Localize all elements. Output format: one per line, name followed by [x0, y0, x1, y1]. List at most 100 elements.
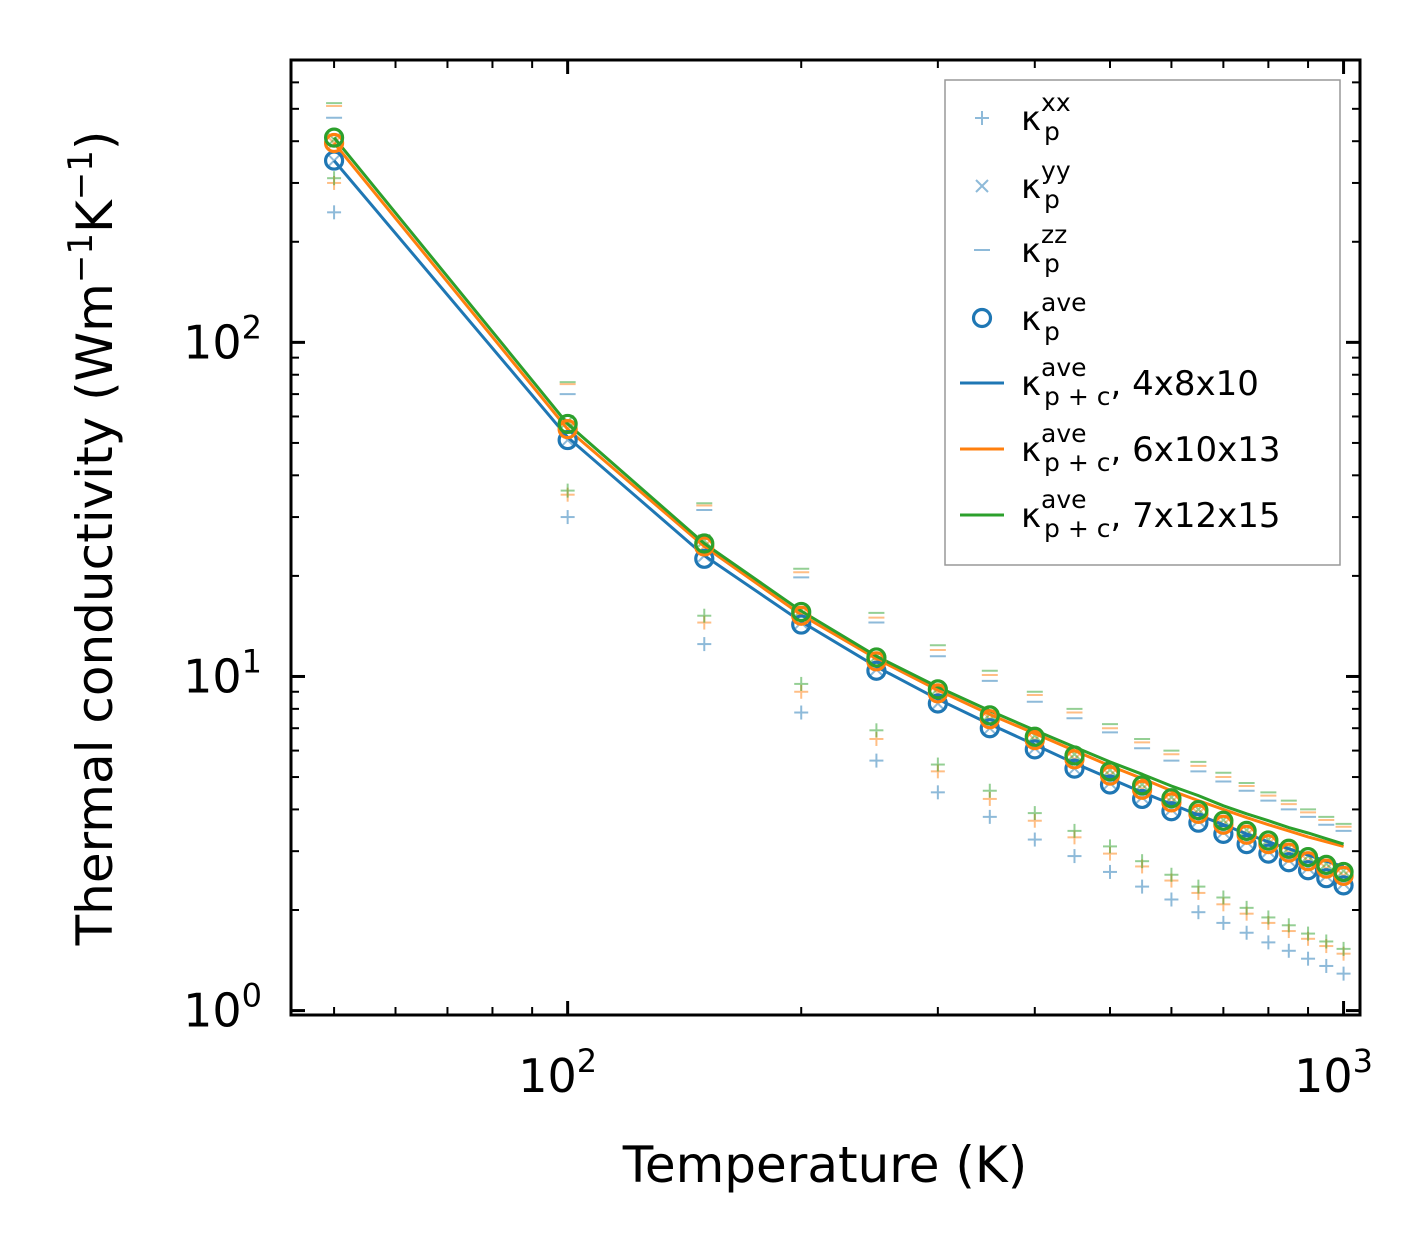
kpc-line-6x10x13	[332, 142, 1344, 848]
kxx-point	[869, 753, 884, 768]
kxx-point	[1239, 925, 1254, 940]
kave-point-ring	[323, 127, 345, 148]
kave-point-ring	[791, 601, 812, 623]
kave-point	[791, 614, 812, 635]
kave-point	[1024, 726, 1045, 747]
kxx-point	[1102, 839, 1117, 854]
x-tick-label-base: 10	[1294, 1049, 1353, 1103]
y-axis-label: Thermal conductivity (Wm−1K−1)	[61, 131, 124, 947]
kave-point-ring	[1188, 800, 1209, 821]
kave-point	[927, 679, 948, 700]
kxx-point	[560, 510, 575, 525]
kave-point-ring	[791, 614, 812, 635]
kxx-point	[1067, 823, 1082, 838]
kave-point	[1213, 810, 1234, 831]
kave-point	[1316, 854, 1337, 875]
kpc-line-7x12x15	[332, 136, 1345, 846]
legend-label: κyy p	[1021, 156, 1071, 214]
kave-point-ring	[1064, 758, 1085, 779]
kave-point	[1064, 758, 1085, 779]
x-tick-label-exp: 2	[577, 1042, 597, 1080]
legend-entry: κyy p	[975, 156, 1071, 214]
kave-point	[1333, 861, 1354, 883]
x-tick-label-exp: 3	[1353, 1042, 1373, 1080]
kave-point-ring	[1099, 761, 1121, 782]
kave-point	[1297, 846, 1319, 868]
kave-point	[1099, 774, 1121, 795]
legend-marker-plus	[975, 111, 989, 125]
kave-point-ring	[1099, 774, 1121, 795]
legend-label-sup: zz	[1041, 220, 1067, 249]
kxx-point	[1102, 864, 1117, 879]
kave-point-ring	[927, 679, 948, 700]
kave-point	[1188, 800, 1209, 821]
legend-label-sub: p + c	[1044, 514, 1110, 543]
kxx-point	[1164, 867, 1179, 882]
kave-point	[1132, 775, 1153, 796]
legend-label-sub: p	[1044, 317, 1060, 346]
x-tick-label-base: 10	[518, 1049, 577, 1103]
series-layer	[323, 102, 1354, 981]
legend-label-sup: xx	[1041, 88, 1071, 117]
kave-point-ring	[1236, 833, 1257, 855]
kave-point	[1213, 823, 1234, 844]
kave-point-ring	[866, 660, 887, 681]
legend-entry: κave p + c, 6x10x13	[960, 419, 1281, 477]
kxx-point	[869, 723, 884, 738]
kxx-point	[1239, 900, 1254, 915]
kave-point	[791, 601, 812, 623]
kxx-point	[1319, 934, 1334, 949]
kave-point	[979, 718, 1000, 739]
legend-label-suffix: , 6x10x13	[1110, 430, 1280, 470]
y-axis-label-mid: K	[66, 199, 124, 233]
kave-point-ring	[1161, 788, 1182, 809]
y-tick-label-exp: 2	[242, 308, 262, 346]
kave-point-ring	[1024, 739, 1045, 760]
legend-label: κave p	[1021, 288, 1087, 346]
kave-point-ring	[1333, 861, 1354, 883]
plot-frame	[289, 58, 1362, 1017]
kave-point-ring	[1064, 745, 1085, 766]
legend-marker-x	[975, 179, 989, 193]
kave-point-ring	[1258, 843, 1279, 864]
y-tick-label-exp: 1	[242, 642, 262, 680]
y-tick-label: 100	[183, 977, 262, 1038]
kave-point	[927, 693, 948, 714]
kave-point	[323, 127, 345, 148]
kxx-point	[1336, 941, 1351, 956]
kxx-point	[697, 608, 712, 623]
kxx-point	[1261, 935, 1276, 950]
kave-point	[866, 660, 887, 681]
kave-point-ring	[1132, 775, 1153, 796]
kxx-point	[1216, 890, 1231, 905]
kxx-point	[1027, 806, 1042, 821]
kave-point-ring	[1278, 838, 1299, 859]
kxx-point	[1067, 849, 1082, 864]
legend-label: κave p + c, 7x12x15	[1021, 485, 1281, 543]
kave-point-ring	[979, 705, 1000, 726]
kxx-point	[697, 637, 712, 652]
legend-label-base: κ	[1021, 496, 1041, 536]
kave-point	[1161, 788, 1182, 809]
legend-label-sub: p	[1044, 249, 1060, 278]
y-tick-label-base: 10	[183, 984, 242, 1038]
kave-point-ring	[1278, 852, 1299, 873]
legend-label: κave p + c, 6x10x13	[1021, 419, 1281, 477]
kave-point	[1278, 838, 1299, 859]
legend-label-base: κ	[1021, 430, 1041, 470]
legend-label-base: κ	[1021, 99, 1041, 139]
legend-label: κave p + c, 4x8x10	[1021, 353, 1259, 411]
y-axis-label-sup2: −1	[61, 150, 101, 200]
y-tick-label-base: 10	[183, 649, 242, 703]
kave-point-ring	[866, 647, 887, 668]
legend-label-base: κ	[1021, 231, 1041, 271]
kave-point-ring	[1213, 810, 1234, 831]
kxx-point	[327, 205, 342, 220]
kave-point-ring	[1316, 854, 1337, 875]
kxx-point	[1336, 966, 1351, 981]
legend-marker-x-b	[975, 179, 989, 193]
kave-point	[866, 647, 887, 668]
y-tick-label: 102	[183, 308, 262, 369]
kave-point	[1188, 812, 1209, 833]
